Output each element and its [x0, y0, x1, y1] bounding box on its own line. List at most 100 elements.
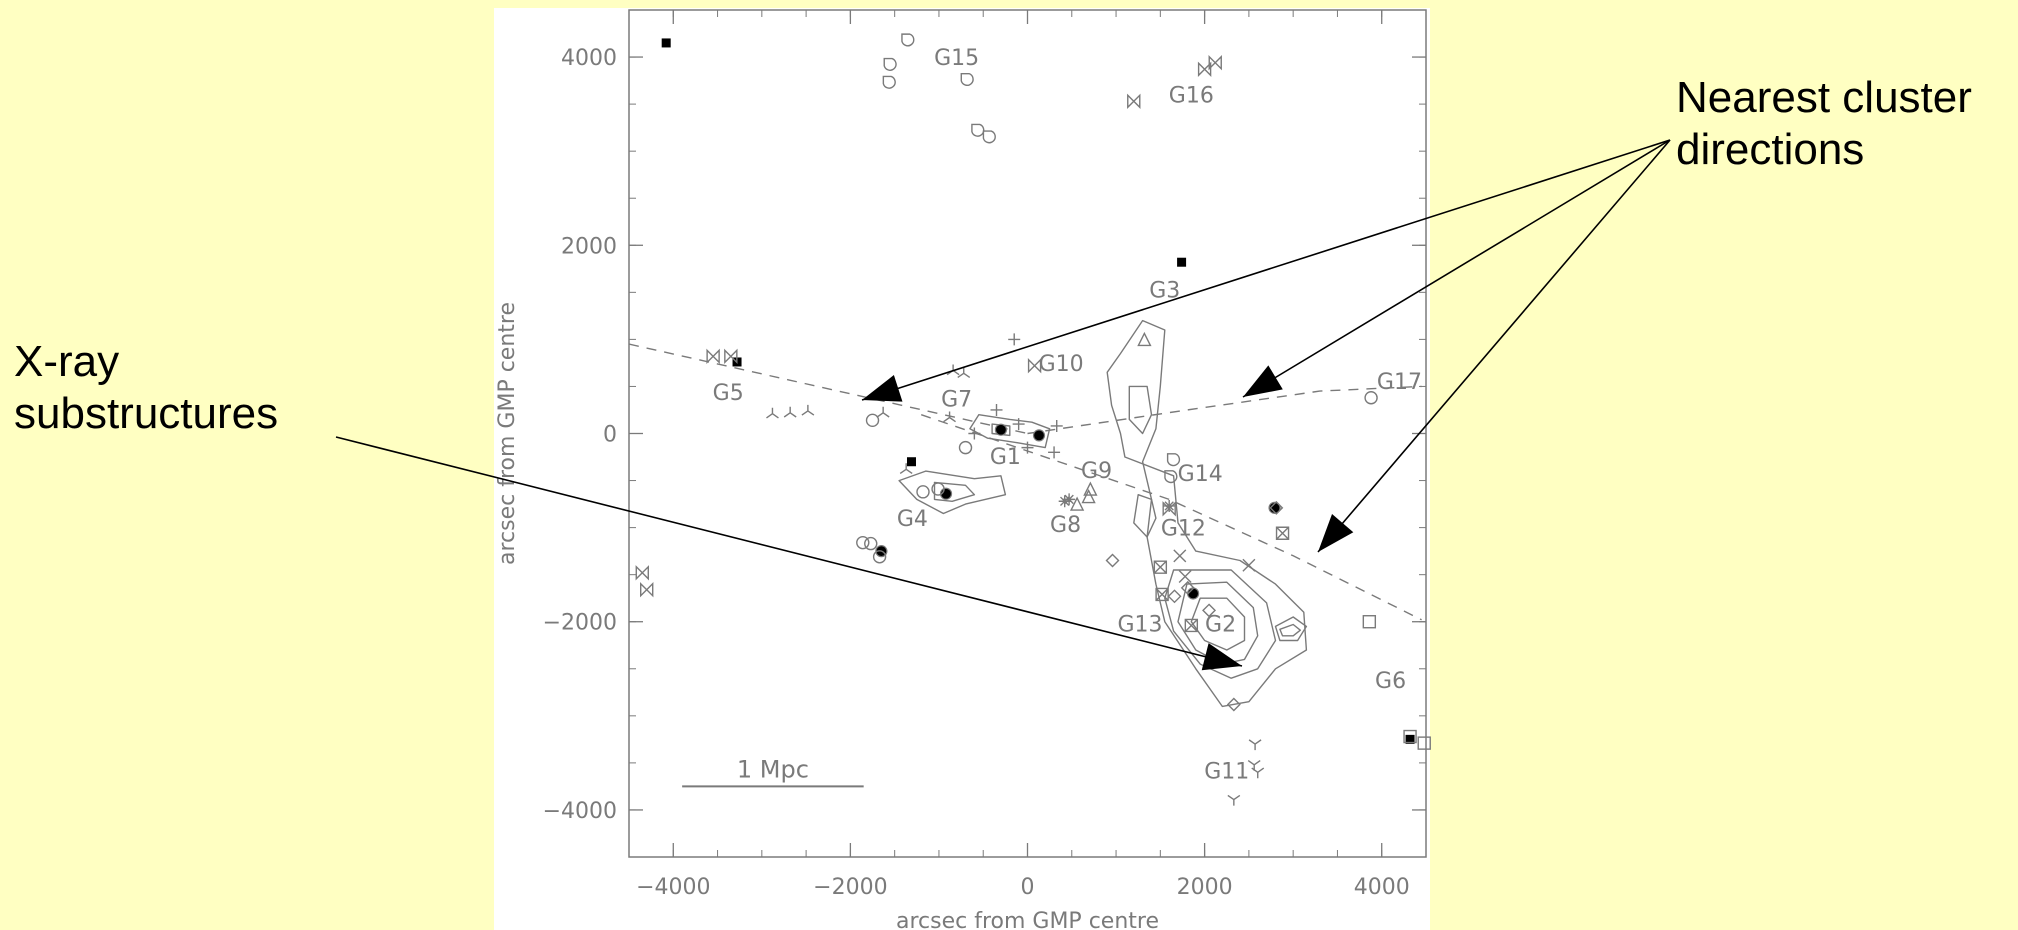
x-tick-label: −2000 — [813, 875, 887, 900]
filled-square-marker — [1177, 257, 1187, 267]
xray-contour — [933, 481, 976, 502]
group-label: G14 — [1178, 462, 1223, 487]
boxed-x-marker — [1184, 618, 1199, 633]
open-diamond-marker — [1226, 697, 1241, 712]
group-label: G17 — [1377, 370, 1422, 395]
open-triangle-marker — [1069, 496, 1085, 511]
teardrop-marker — [1164, 470, 1178, 484]
group-label: G6 — [1375, 669, 1406, 694]
tri-up-marker — [1248, 739, 1262, 751]
plus-marker — [968, 427, 981, 440]
x-marker — [1178, 570, 1192, 584]
scale-bar-label: 1 Mpc — [737, 755, 809, 783]
open-diamond-marker — [1105, 553, 1120, 568]
annotation-arrow-line — [335, 436, 1243, 667]
plus-marker — [1008, 333, 1021, 346]
plus-marker — [1050, 419, 1063, 432]
teardrop-marker — [883, 57, 897, 71]
x-tick-label: 0 — [1021, 875, 1035, 900]
xray-contour — [1106, 319, 1308, 708]
plot-area: −4000 −2000 0 2000 4000 −4000 −2000 0 2000 4000 ar… — [495, 9, 1431, 930]
xray-contour — [1190, 597, 1246, 651]
xray-contour — [1274, 616, 1308, 642]
xray-contour — [898, 470, 1007, 515]
group-label: G5 — [713, 381, 744, 406]
x-tick-label: 4000 — [1354, 875, 1410, 900]
teardrop-marker — [882, 75, 896, 89]
teardrop-marker — [982, 130, 996, 144]
teardrop-marker — [971, 123, 985, 137]
xray-contour — [1279, 623, 1301, 637]
y-tick-label: 4000 — [561, 46, 617, 71]
x-axis-label: arcsec from GMP centre — [896, 909, 1159, 930]
open-circle-marker — [958, 440, 973, 455]
group-label: G2 — [1205, 613, 1236, 638]
tri-down-marker — [943, 411, 956, 423]
cluster-direction-line — [628, 343, 1028, 435]
tri-up-marker — [1251, 767, 1265, 779]
annotation-arrows — [335, 139, 1671, 671]
bowtie-marker — [1208, 55, 1222, 71]
tri-down-marker — [801, 404, 815, 416]
arrowhead — [862, 375, 903, 402]
open-square-marker — [1417, 736, 1431, 750]
x-marker — [1242, 558, 1256, 572]
filled-square-marker — [661, 38, 671, 48]
filled-octagon-marker — [1032, 429, 1046, 442]
open-circle-marker — [931, 482, 945, 496]
filled-square-marker — [906, 457, 916, 467]
open-diamond-marker — [1167, 589, 1182, 604]
y-tick-label: −4000 — [543, 799, 617, 824]
open-circle-marker — [865, 413, 880, 428]
y-tick-label: 2000 — [561, 234, 617, 259]
xray-contour — [1177, 581, 1259, 665]
bowtie-marker — [640, 582, 654, 598]
boxed-x-marker — [1275, 526, 1290, 540]
bowtie-marker — [1162, 501, 1176, 517]
tri-down-marker — [783, 406, 797, 418]
annotation-arrow-line — [1317, 139, 1671, 553]
group-label: G13 — [1117, 613, 1162, 638]
tri-down-marker — [957, 367, 971, 379]
group-label: G1 — [990, 445, 1021, 470]
annotation-arrow-line — [1242, 139, 1671, 398]
cluster-direction-line — [1027, 385, 1422, 435]
filled-octagon-marker — [994, 423, 1008, 436]
teardrop-marker — [901, 33, 915, 47]
bowtie-marker — [1127, 93, 1141, 109]
bowtie-marker — [1027, 358, 1042, 374]
open-circle-marker — [864, 536, 878, 551]
bowtie-marker — [635, 565, 649, 581]
tri-down-marker — [766, 407, 779, 419]
xray-contour — [1128, 385, 1153, 435]
tri-up-marker — [1227, 794, 1241, 806]
open-circle-marker — [856, 535, 870, 550]
xray-contour — [1164, 569, 1277, 679]
arrowhead — [1201, 643, 1242, 671]
plot-background — [494, 8, 1430, 930]
x-tick-label: −4000 — [636, 875, 710, 900]
y-tick-label: −2000 — [543, 611, 617, 636]
filled-octagon-marker — [1268, 501, 1281, 514]
cluster-direction-line — [920, 414, 1422, 621]
y-axis-label: arcsec from GMP centre — [495, 302, 520, 565]
boxed-x-marker — [1155, 587, 1169, 602]
group-label: G8 — [1050, 513, 1081, 538]
open-circle-marker — [916, 485, 930, 499]
filled-square-marker — [1405, 734, 1415, 744]
xray-contour — [969, 414, 1051, 449]
filled-octagon-marker — [1186, 587, 1200, 600]
group-label: G9 — [1081, 459, 1112, 484]
group-label: G10 — [1039, 352, 1084, 377]
open-diamond-marker — [1269, 500, 1284, 515]
group-label: G16 — [1169, 84, 1214, 109]
open-square-marker — [1362, 615, 1377, 629]
asterisk-marker — [1063, 493, 1076, 506]
group-label: G7 — [941, 388, 972, 413]
plus-marker — [1048, 446, 1061, 459]
x-tick-label: 2000 — [1177, 875, 1233, 900]
open-circle-marker — [872, 550, 887, 564]
plus-marker — [1021, 441, 1034, 454]
group-label: G12 — [1161, 517, 1206, 542]
open-circle-marker — [1364, 391, 1378, 405]
